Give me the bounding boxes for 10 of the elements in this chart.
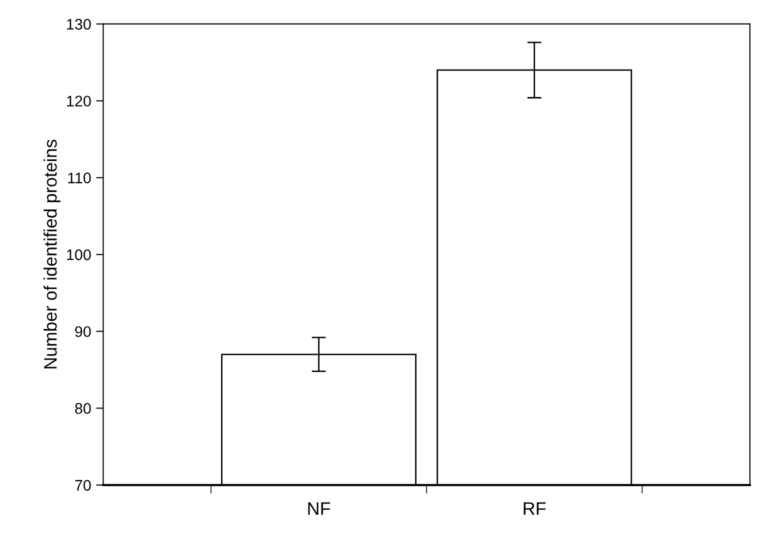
y-tick-label: 130: [67, 18, 91, 30]
x-tick-label: NF: [308, 502, 330, 515]
y-axis-title: Number of identified proteins: [44, 140, 60, 368]
y-tick-label: 80: [75, 403, 91, 414]
y-tick-label: 100: [67, 249, 91, 260]
y-tick-label: 120: [67, 96, 91, 107]
y-tick-label: 70: [75, 480, 91, 491]
y-tick-label: 90: [75, 326, 91, 338]
x-tick-label: RF: [524, 502, 546, 515]
y-tick-label: 110: [68, 172, 91, 184]
